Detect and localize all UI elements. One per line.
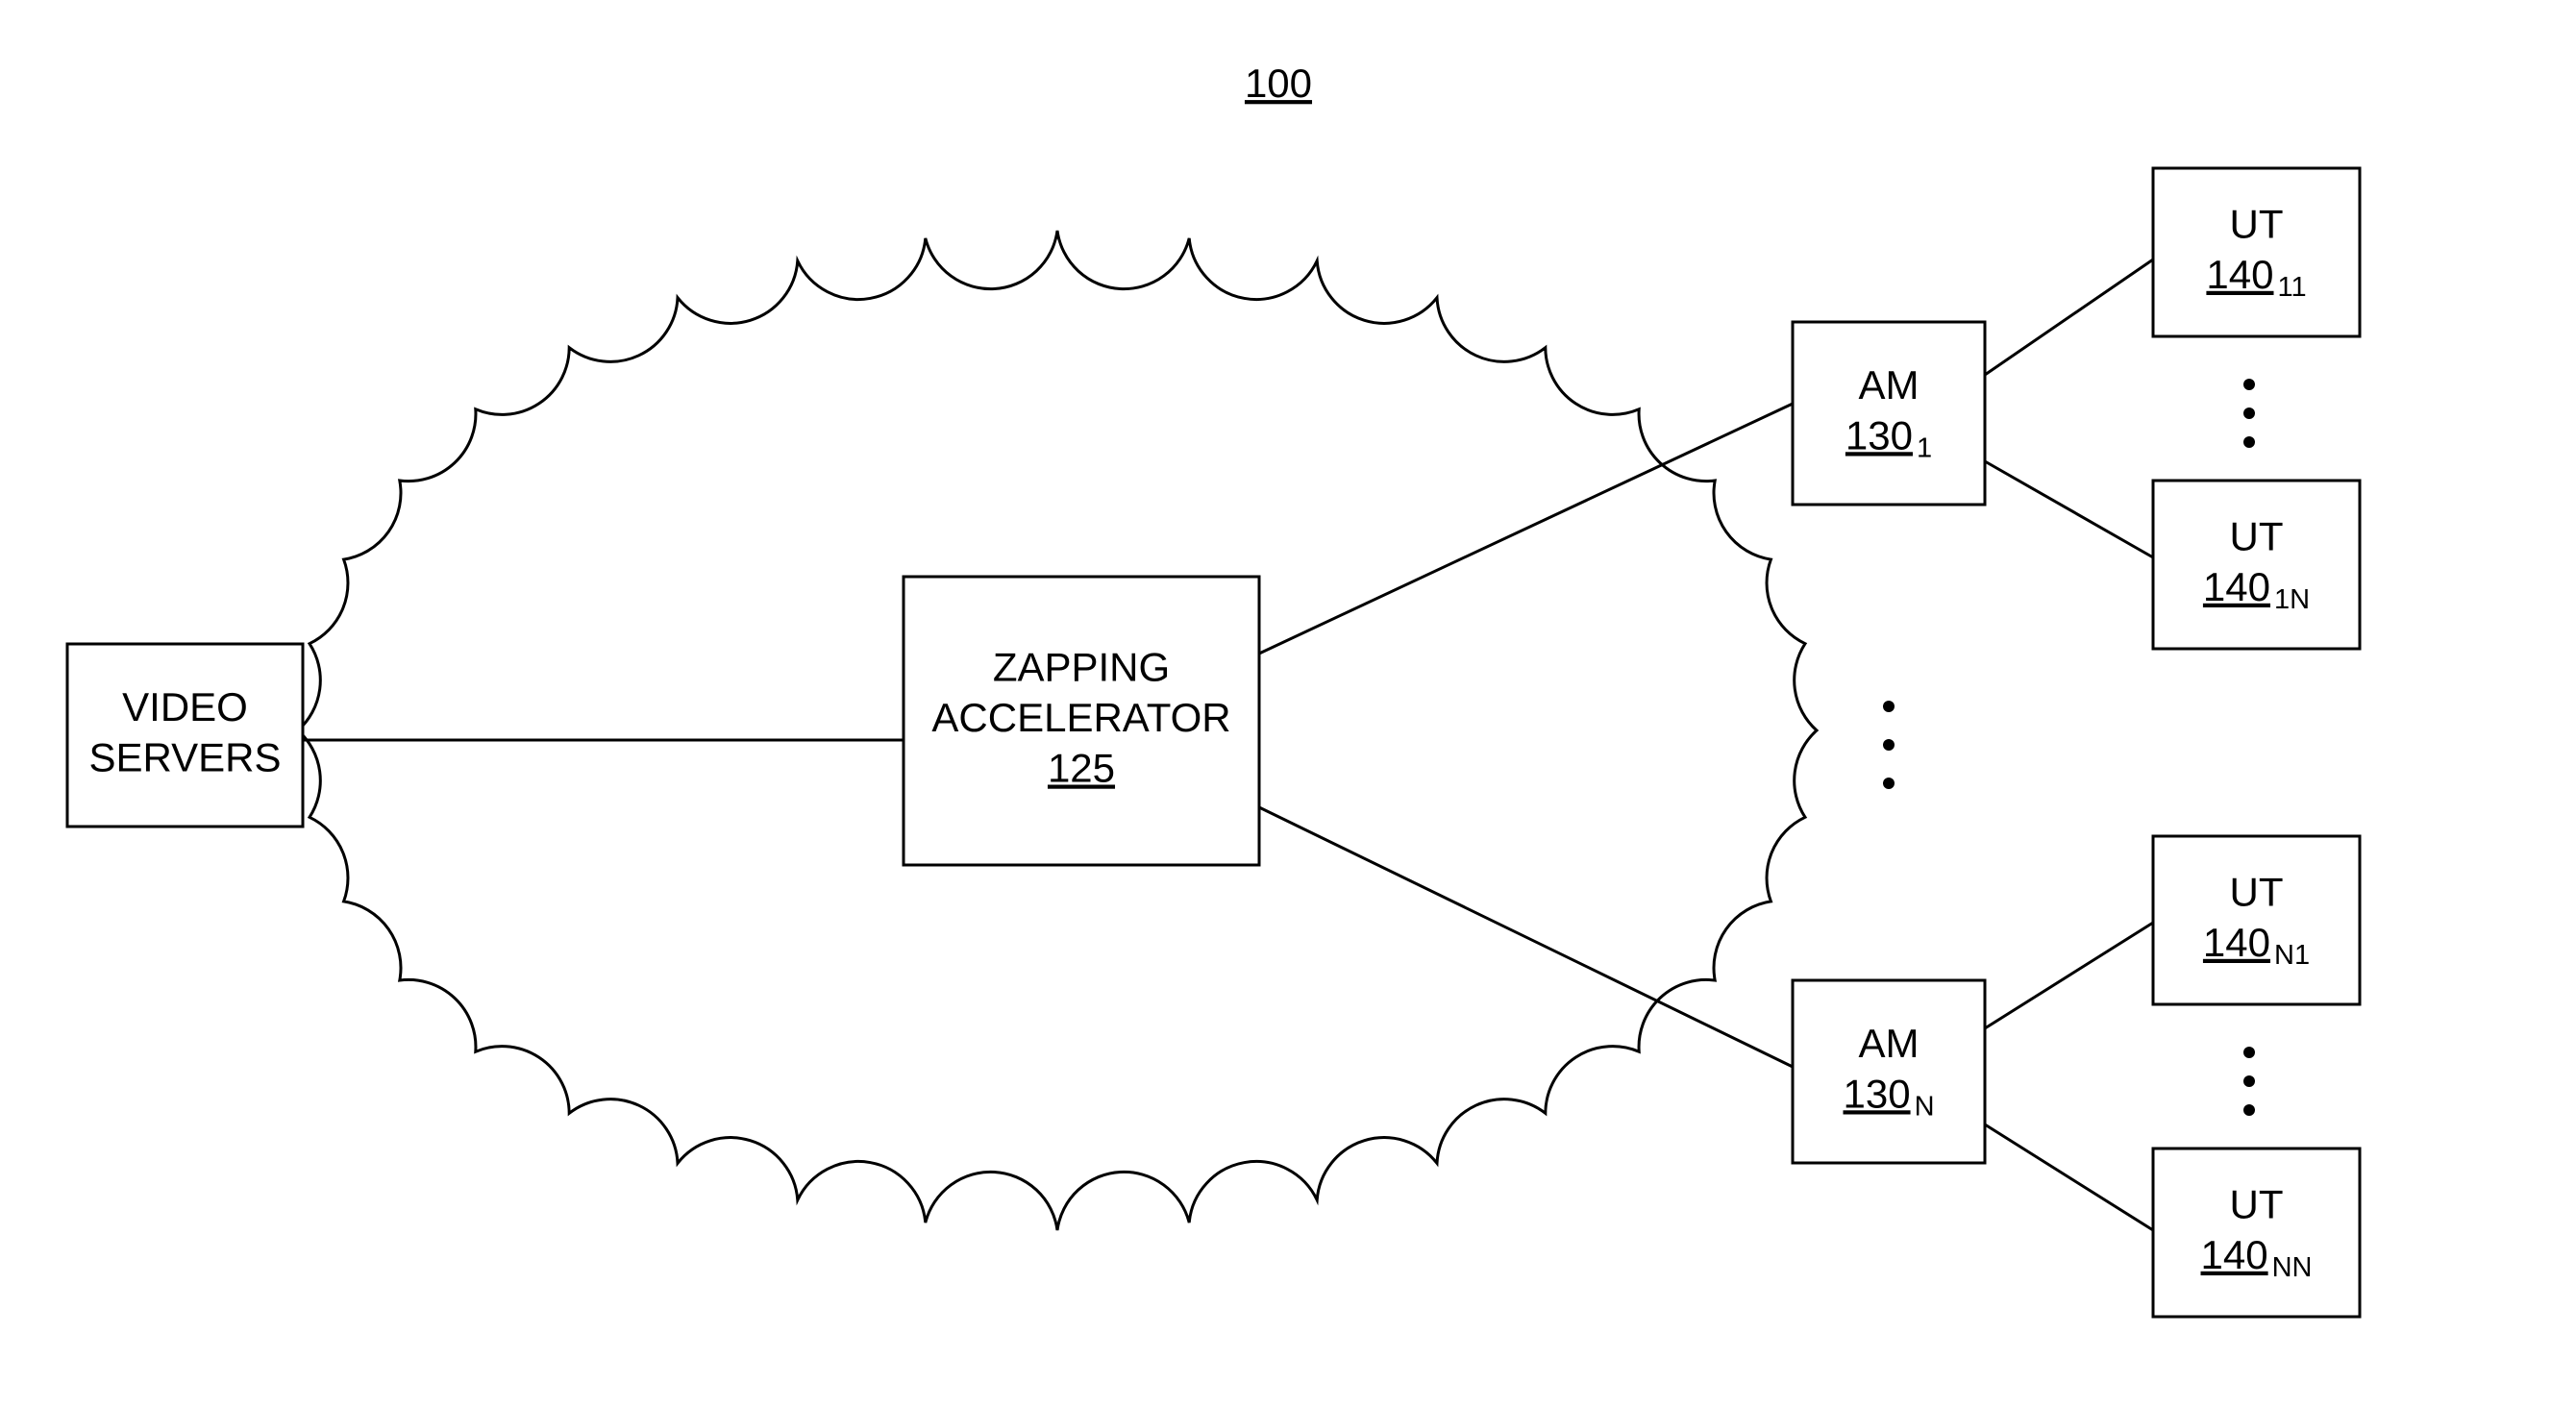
node-ut1N-label-0: UT bbox=[2230, 513, 2284, 558]
ellipsis-dot bbox=[2243, 1104, 2255, 1116]
node-utN1-label-0: UT bbox=[2230, 869, 2284, 914]
node-zapping-ref: 125 bbox=[1048, 746, 1115, 791]
node-zapping-label-0: ZAPPING bbox=[993, 645, 1170, 690]
node-ut11: UT14011 bbox=[2153, 168, 2360, 336]
ellipsis-dot bbox=[1883, 701, 1895, 712]
edge-amN-utNN bbox=[1985, 1124, 2153, 1230]
edge-zapping-amN bbox=[1259, 807, 1793, 1067]
node-video_servers: VIDEO SERVERS bbox=[67, 644, 303, 827]
node-utNN-label-0: UT bbox=[2230, 1181, 2284, 1226]
ellipsis-dot bbox=[2243, 436, 2255, 448]
edge-am1-ut11 bbox=[1985, 259, 2153, 375]
node-utN1: UT140N1 bbox=[2153, 836, 2360, 1004]
node-video_servers-label-1: SERVERS bbox=[89, 734, 282, 779]
node-am1: AM1301 bbox=[1793, 322, 1985, 505]
edge-am1-ut1N bbox=[1985, 461, 2153, 557]
ellipsis-dot bbox=[2243, 379, 2255, 390]
ellipsis-dot bbox=[1883, 739, 1895, 751]
node-ut11-label-0: UT bbox=[2230, 201, 2284, 246]
ellipsis-dot bbox=[2243, 1047, 2255, 1058]
edge-amN-utN1 bbox=[1985, 923, 2153, 1028]
node-amN: AM130N bbox=[1793, 980, 1985, 1163]
node-ut1N: UT1401N bbox=[2153, 481, 2360, 649]
node-utNN: UT140NN bbox=[2153, 1149, 2360, 1317]
ellipsis-dot bbox=[2243, 408, 2255, 419]
figure-ref: 100 bbox=[1245, 61, 1312, 106]
node-amN-label-0: AM bbox=[1859, 1021, 1920, 1066]
ellipsis-dot bbox=[1883, 778, 1895, 789]
ellipsis-dot bbox=[2243, 1075, 2255, 1087]
node-video_servers-label-0: VIDEO bbox=[122, 684, 248, 729]
node-am1-label-0: AM bbox=[1859, 362, 1920, 408]
node-zapping-label-1: ACCELERATOR bbox=[931, 695, 1230, 740]
edge-zapping-am1 bbox=[1259, 404, 1793, 654]
node-zapping: ZAPPING ACCELERATOR 125 bbox=[904, 577, 1259, 865]
